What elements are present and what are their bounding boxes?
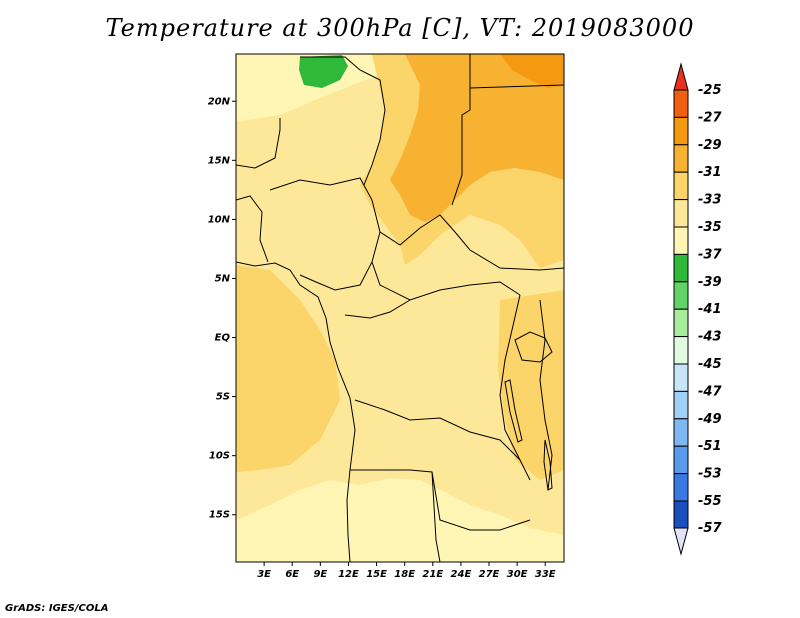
colorbar-label-10: -45 xyxy=(698,357,722,372)
colorbar-band-7 xyxy=(673,281,689,310)
field-region-hot-northeast xyxy=(390,54,564,222)
plot-frame xyxy=(235,53,565,563)
colorbar-band-9 xyxy=(673,336,689,365)
border-car xyxy=(371,261,521,301)
colorbar: -25 -27 -29 -31 -33 -35 -37 -39 -41 -43 -45 -47 -49 -… xyxy=(673,62,722,556)
colorbar-label-4: -33 xyxy=(698,193,722,208)
lon-label-15e: 15E xyxy=(366,569,387,580)
colorbar-top-arrow xyxy=(673,62,689,91)
colorbar-label-16: -57 xyxy=(698,521,722,536)
lon-label-6e: 6E xyxy=(285,569,299,580)
temperature-field xyxy=(236,54,564,562)
lat-label-5n: 5N xyxy=(215,273,231,284)
chart-title: Temperature at 300hPa [C], VT: 201908300… xyxy=(105,14,695,42)
longitude-axis: 3E 6E 9E 12E 15E 18E 21E 24E 27E 30E 33E xyxy=(257,562,556,580)
lat-label-15s: 15S xyxy=(209,510,230,521)
field-region-cool-north xyxy=(236,54,400,122)
field-region-hot-corner xyxy=(500,54,564,88)
lat-label-20n: 20N xyxy=(208,96,231,107)
colorbar-band-13 xyxy=(673,445,689,475)
border-east-africa xyxy=(539,299,553,491)
coastline-west xyxy=(236,261,356,562)
lon-label-33e: 33E xyxy=(535,569,556,580)
colorbar-label-14: -53 xyxy=(698,467,722,482)
lake-victoria xyxy=(514,331,553,363)
colorbar-label-1: -27 xyxy=(698,110,722,125)
lake-malawi xyxy=(543,439,553,491)
colorbar-label-15: -55 xyxy=(698,494,722,509)
grads-credit: GrADS: IGES/COLA xyxy=(5,603,109,614)
colorbar-label-12: -49 xyxy=(698,412,722,427)
colorbar-band-11 xyxy=(673,390,689,420)
colorbar-label-3: -31 xyxy=(698,165,722,180)
border-chad-sudan xyxy=(379,214,564,271)
lon-label-21e: 21E xyxy=(422,569,443,580)
colorbar-label-11: -47 xyxy=(698,384,722,399)
colorbar-band-2 xyxy=(673,144,689,173)
lon-label-12e: 12E xyxy=(338,569,359,580)
border-namibia xyxy=(431,471,441,562)
border-west-africa xyxy=(236,118,281,169)
lon-label-27e: 27E xyxy=(479,569,500,580)
colorbar-band-10 xyxy=(673,363,689,392)
border-west-2 xyxy=(236,195,269,263)
field-region-warm-west xyxy=(236,265,340,472)
border-angola-south xyxy=(350,469,531,531)
colorbar-band-6 xyxy=(673,253,689,283)
lat-label-10s: 10S xyxy=(209,451,230,462)
colorbar-band-12 xyxy=(673,418,689,447)
field-region-cold-spot xyxy=(299,55,348,88)
colorbar-band-1 xyxy=(673,116,689,146)
lake-tanganyika xyxy=(504,379,523,443)
lat-label-eq: EQ xyxy=(215,333,231,344)
lat-label-10n: 10N xyxy=(208,214,231,225)
lon-label-24e: 24E xyxy=(451,569,472,580)
border-sahara-north xyxy=(300,56,386,186)
colorbar-label-0: -25 xyxy=(698,83,722,98)
lat-label-15n: 15N xyxy=(208,155,231,166)
colorbar-label-13: -51 xyxy=(698,439,722,454)
lat-label-5s: 5S xyxy=(216,392,230,403)
border-libya-egypt xyxy=(451,54,471,206)
lon-label-3e: 3E xyxy=(257,569,271,580)
colorbar-band-4 xyxy=(673,199,689,228)
colorbar-label-7: -39 xyxy=(698,275,722,290)
country-borders xyxy=(236,54,564,562)
border-drc-south xyxy=(354,399,521,461)
border-egypt-sudan xyxy=(469,84,564,89)
colorbar-bottom-arrow xyxy=(673,527,689,556)
colorbar-band-5 xyxy=(673,226,689,255)
colorbar-band-8 xyxy=(673,308,689,338)
lon-label-18e: 18E xyxy=(394,569,415,580)
lon-label-9e: 9E xyxy=(313,569,327,580)
lon-label-30e: 30E xyxy=(507,569,528,580)
latitude-axis: 20N 15N 10N 5N EQ 5S 10S 15S xyxy=(208,96,236,521)
colorbar-label-9: -43 xyxy=(698,330,722,345)
colorbar-band-0 xyxy=(673,89,689,118)
colorbar-label-5: -35 xyxy=(698,220,722,235)
colorbar-label-2: -29 xyxy=(698,138,722,153)
colorbar-band-14 xyxy=(673,473,689,502)
colorbar-band-15 xyxy=(673,500,689,529)
colorbar-label-6: -37 xyxy=(698,247,722,262)
border-congo-drc xyxy=(344,299,411,319)
field-region-cool-south xyxy=(236,478,564,562)
colorbar-band-3 xyxy=(673,171,689,201)
colorbar-label-8: -41 xyxy=(698,302,722,317)
